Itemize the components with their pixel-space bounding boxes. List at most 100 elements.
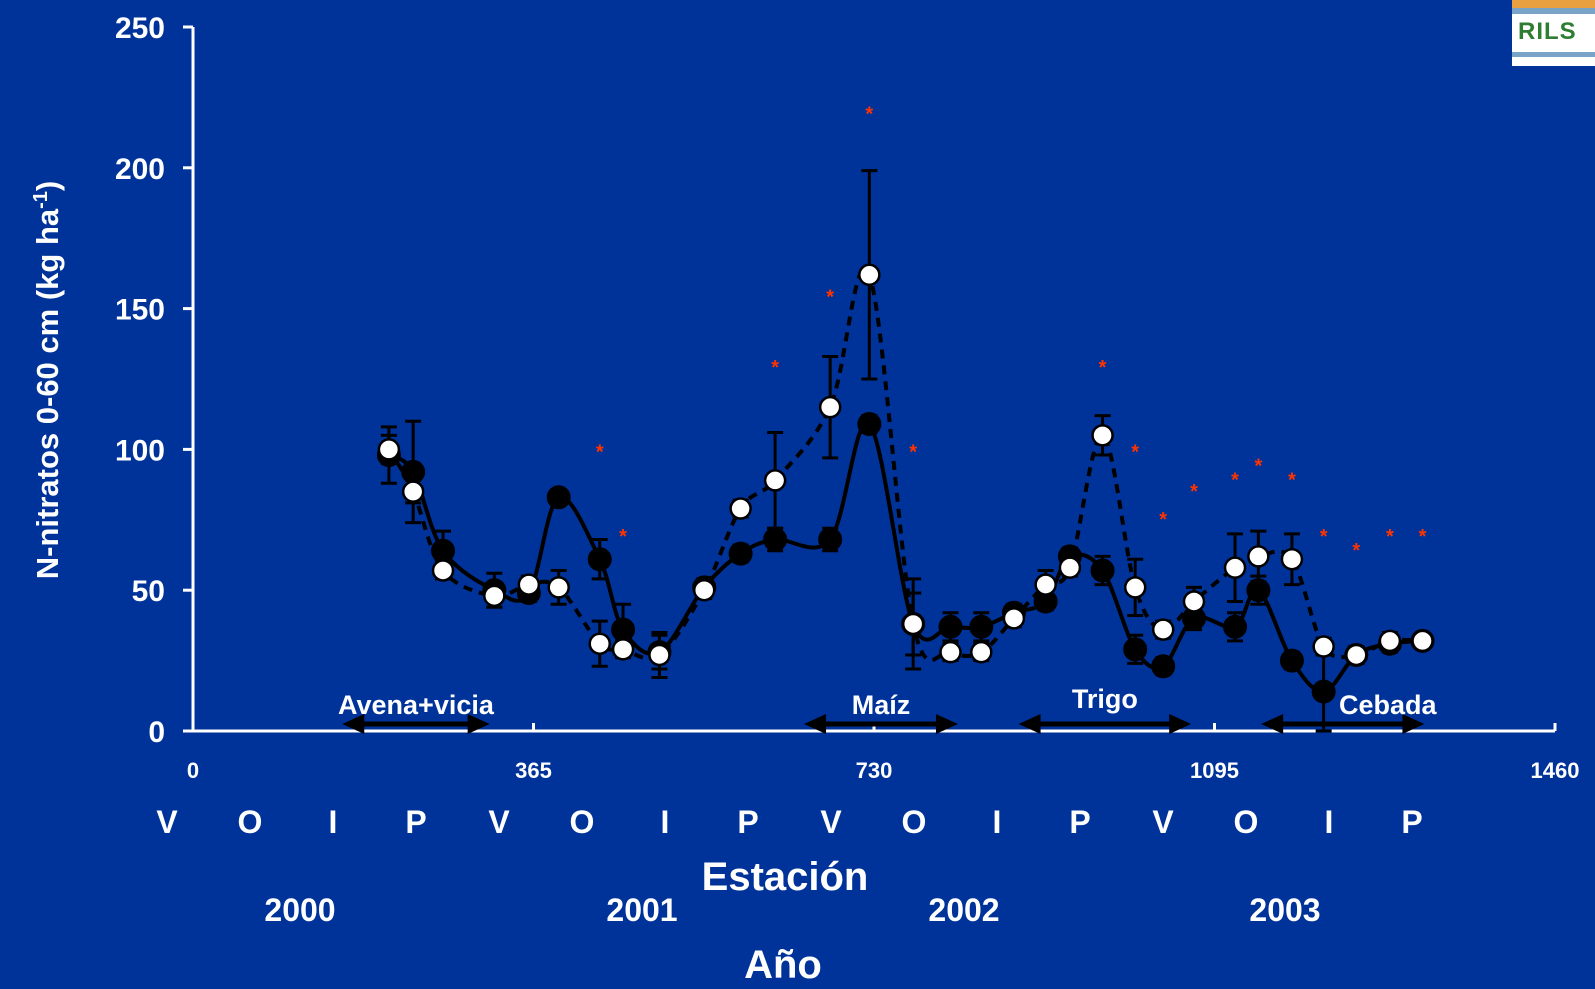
season-label: O xyxy=(238,804,263,840)
open-point xyxy=(692,578,716,602)
significance-star: * xyxy=(1288,470,1296,492)
crop-label: Cebada xyxy=(1339,690,1438,720)
season-label: I xyxy=(329,804,338,840)
crop-arrow-head-left xyxy=(1261,714,1284,734)
filled-point xyxy=(857,412,882,437)
open-point xyxy=(483,584,506,608)
crop-arrow-head-left xyxy=(1018,714,1041,734)
significance-star: * xyxy=(826,287,834,309)
open-point xyxy=(611,638,635,661)
open-point xyxy=(901,612,925,636)
significance-star: * xyxy=(1419,526,1427,548)
open-point xyxy=(401,480,425,503)
y-axis-label-main: N-nitratos 0-60 cm (kg ha xyxy=(30,208,65,579)
open-point xyxy=(939,640,962,664)
error-bars xyxy=(380,169,1431,733)
open-point xyxy=(547,576,570,599)
open-point xyxy=(1247,545,1270,568)
filled-point xyxy=(401,459,426,484)
x-tick-label: 365 xyxy=(515,758,552,783)
open-point xyxy=(1182,590,1206,613)
open-point xyxy=(1312,635,1335,658)
year-label: 2003 xyxy=(1249,892,1320,928)
series-markers xyxy=(376,263,1435,704)
season-label: V xyxy=(1152,804,1174,840)
open-point xyxy=(1280,547,1304,571)
significance-star: * xyxy=(1254,455,1262,477)
season-label: P xyxy=(737,804,758,840)
season-label: I xyxy=(993,804,1002,840)
open-point xyxy=(818,395,842,419)
filled-point xyxy=(1279,648,1304,673)
filled-point xyxy=(431,538,456,563)
filled-point xyxy=(728,541,753,566)
filled-point xyxy=(1311,679,1336,704)
significance-star: * xyxy=(1190,481,1198,503)
significance-star: * xyxy=(1099,357,1107,379)
filled-point xyxy=(1151,654,1176,679)
y-tick-label: 50 xyxy=(132,575,165,608)
season-label: P xyxy=(405,804,426,840)
open-point xyxy=(729,497,752,520)
x-tick-label: 0 xyxy=(187,758,199,783)
crop-periods: Avena+vicia Maíz Trigo Cebada xyxy=(338,684,1438,734)
filled-point xyxy=(938,614,963,639)
open-point xyxy=(970,640,993,664)
significance-markers: * * * * * * * * * * * * * * * * * xyxy=(596,103,1427,561)
x-ticks: 0 365 730 1095 1460 xyxy=(187,723,1580,783)
filled-point xyxy=(546,485,571,510)
open-point xyxy=(431,559,455,582)
year-label: 2000 xyxy=(264,892,335,928)
y-tick-label: 150 xyxy=(115,294,165,327)
institution-logo: RILS xyxy=(1512,0,1595,66)
season-label: V xyxy=(156,804,178,840)
logo-text: RILS xyxy=(1518,18,1577,45)
crop-label: Maíz xyxy=(852,690,911,720)
open-point xyxy=(1058,556,1082,579)
y-axis-label-close: ) xyxy=(30,181,65,191)
y-tick-label: 0 xyxy=(148,716,165,749)
open-point xyxy=(377,438,401,461)
year-labels: 2000 2001 2002 2003 xyxy=(264,892,1320,928)
x-tick-label: 1095 xyxy=(1190,758,1239,783)
significance-star: * xyxy=(1320,526,1328,548)
open-point xyxy=(1411,629,1434,653)
crop-arrow-head-left xyxy=(804,714,827,734)
significance-star: * xyxy=(909,441,917,463)
season-label: P xyxy=(1401,804,1422,840)
significance-star: * xyxy=(771,357,779,379)
x-tick-label: 1460 xyxy=(1531,758,1580,783)
x-axis-label-year: Año xyxy=(744,943,822,987)
open-point xyxy=(763,469,787,492)
crop-label: Trigo xyxy=(1072,684,1138,714)
crop-arrow-head-right xyxy=(935,714,958,734)
significance-star: * xyxy=(1159,509,1167,531)
open-point xyxy=(1091,424,1114,447)
open-point xyxy=(858,263,881,287)
filled-point xyxy=(818,527,843,552)
significance-star: * xyxy=(1386,526,1394,548)
filled-point xyxy=(587,547,612,572)
significance-star: * xyxy=(1131,441,1139,463)
open-point xyxy=(588,632,611,655)
x-axis-label: Estación xyxy=(702,855,869,899)
open-point xyxy=(1034,573,1057,596)
season-label: O xyxy=(1234,804,1259,840)
x-tick-label: 730 xyxy=(856,758,893,783)
crop-arrow-head-right xyxy=(1169,714,1192,734)
filled-point xyxy=(611,617,636,642)
year-label: 2001 xyxy=(606,892,677,928)
significance-star: * xyxy=(619,526,627,548)
open-point xyxy=(1223,556,1247,579)
significance-star: * xyxy=(865,103,873,125)
season-label: V xyxy=(820,804,842,840)
filled-point xyxy=(763,527,788,552)
season-label: P xyxy=(1069,804,1090,840)
y-ticks: 0 50 100 150 200 250 xyxy=(115,12,193,749)
y-tick-label: 100 xyxy=(115,434,165,467)
filled-point xyxy=(1090,558,1115,583)
open-point xyxy=(1151,618,1175,641)
crop-label: Avena+vicia xyxy=(338,690,495,720)
